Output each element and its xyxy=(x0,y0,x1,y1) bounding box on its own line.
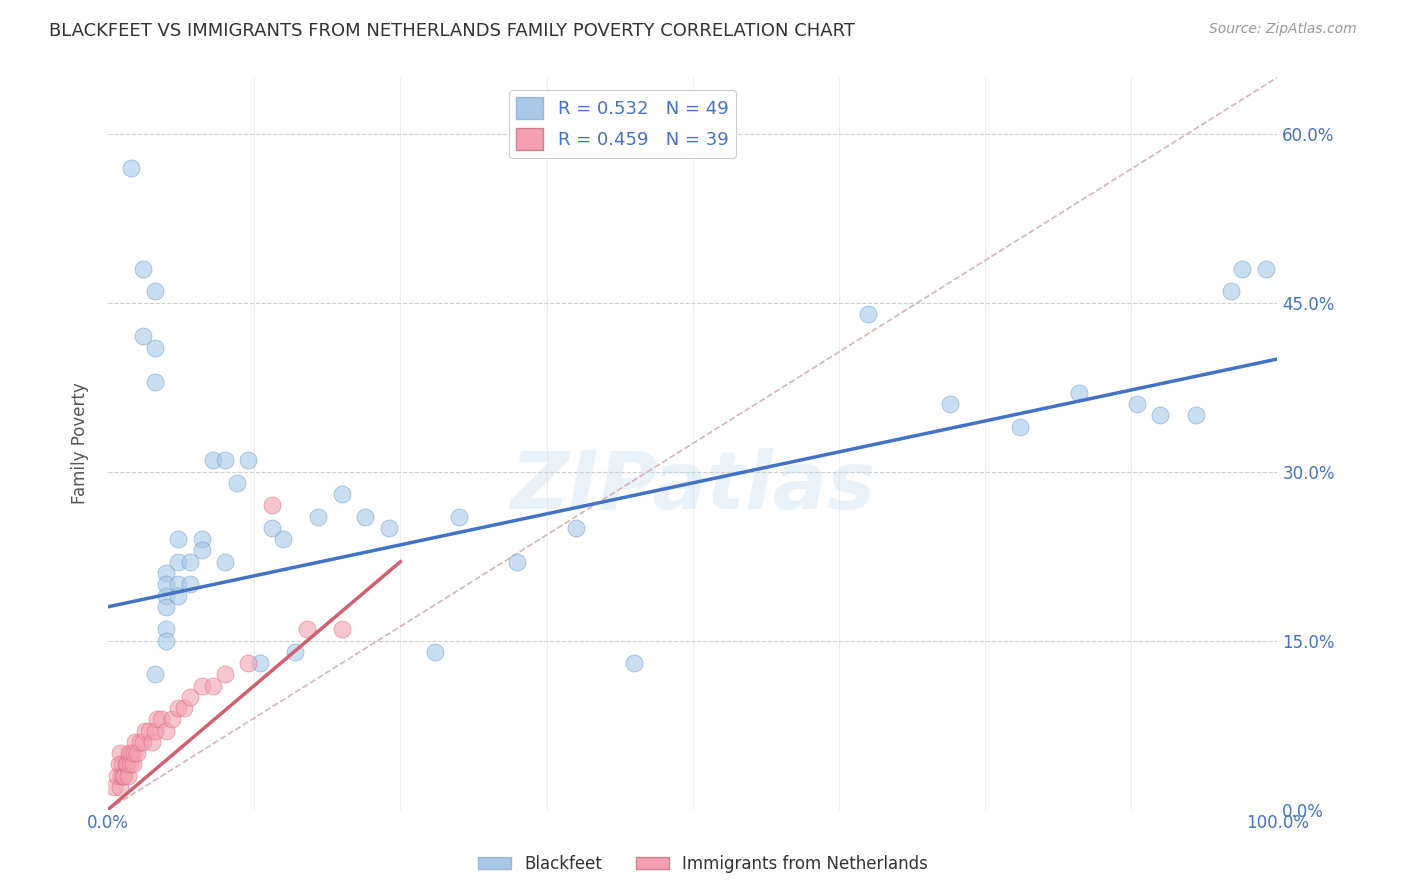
Point xyxy=(167,533,190,547)
Text: BLACKFEET VS IMMIGRANTS FROM NETHERLANDS FAMILY POVERTY CORRELATION CHART: BLACKFEET VS IMMIGRANTS FROM NETHERLANDS… xyxy=(49,22,855,40)
Point xyxy=(155,599,177,614)
Point xyxy=(354,509,377,524)
Point xyxy=(167,555,190,569)
Point xyxy=(110,769,132,783)
Point xyxy=(238,453,260,467)
Point xyxy=(103,780,125,794)
Point xyxy=(120,746,142,760)
Text: ZIPatlas: ZIPatlas xyxy=(510,449,875,526)
Point xyxy=(295,623,318,637)
Point xyxy=(128,735,150,749)
Point xyxy=(143,723,166,738)
Point xyxy=(138,723,160,738)
Point xyxy=(425,645,447,659)
Point xyxy=(1149,409,1171,423)
Point xyxy=(115,757,138,772)
Point xyxy=(155,633,177,648)
Y-axis label: Family Poverty: Family Poverty xyxy=(72,383,89,504)
Point xyxy=(120,161,142,175)
Point xyxy=(155,589,177,603)
Point xyxy=(939,397,962,411)
Point xyxy=(121,757,143,772)
Point xyxy=(120,757,142,772)
Point xyxy=(260,499,283,513)
Legend: Blackfeet, Immigrants from Netherlands: Blackfeet, Immigrants from Netherlands xyxy=(471,848,935,880)
Point xyxy=(214,555,236,569)
Point xyxy=(564,521,586,535)
Point xyxy=(167,577,190,591)
Point xyxy=(225,475,247,490)
Point xyxy=(108,746,131,760)
Point xyxy=(623,656,645,670)
Point xyxy=(1219,285,1241,299)
Point xyxy=(308,509,330,524)
Point xyxy=(179,577,201,591)
Point xyxy=(132,735,155,749)
Point xyxy=(127,746,149,760)
Point xyxy=(214,667,236,681)
Legend: R = 0.532   N = 49, R = 0.459   N = 39: R = 0.532 N = 49, R = 0.459 N = 39 xyxy=(509,90,735,158)
Point xyxy=(447,509,470,524)
Point xyxy=(132,261,155,276)
Point xyxy=(143,375,166,389)
Point xyxy=(238,656,260,670)
Point xyxy=(190,533,212,547)
Point xyxy=(155,723,177,738)
Point xyxy=(167,589,190,603)
Point xyxy=(143,285,166,299)
Point xyxy=(141,735,163,749)
Text: Source: ZipAtlas.com: Source: ZipAtlas.com xyxy=(1209,22,1357,37)
Point xyxy=(122,746,145,760)
Point xyxy=(1067,385,1090,400)
Point xyxy=(202,453,225,467)
Point xyxy=(273,533,295,547)
Point xyxy=(112,769,135,783)
Point xyxy=(330,487,353,501)
Point xyxy=(202,679,225,693)
Point xyxy=(1184,409,1206,423)
Point xyxy=(1232,261,1254,276)
Point xyxy=(249,656,271,670)
Point xyxy=(190,543,212,558)
Point xyxy=(330,623,353,637)
Point xyxy=(134,723,156,738)
Point xyxy=(155,566,177,580)
Point xyxy=(155,577,177,591)
Point xyxy=(1010,419,1032,434)
Point xyxy=(143,341,166,355)
Point xyxy=(108,780,131,794)
Point xyxy=(173,701,195,715)
Point xyxy=(190,679,212,693)
Point xyxy=(118,746,141,760)
Point xyxy=(111,757,134,772)
Point xyxy=(105,769,128,783)
Point xyxy=(1254,261,1277,276)
Point xyxy=(179,690,201,704)
Point xyxy=(162,713,184,727)
Point xyxy=(132,329,155,343)
Point xyxy=(167,701,190,715)
Point xyxy=(179,555,201,569)
Point xyxy=(124,735,146,749)
Point xyxy=(260,521,283,535)
Point xyxy=(1126,397,1149,411)
Point xyxy=(149,713,172,727)
Point xyxy=(284,645,307,659)
Point xyxy=(155,623,177,637)
Point xyxy=(856,307,879,321)
Point xyxy=(506,555,529,569)
Point xyxy=(143,667,166,681)
Point xyxy=(107,757,129,772)
Point xyxy=(214,453,236,467)
Point xyxy=(377,521,399,535)
Point xyxy=(146,713,169,727)
Point xyxy=(117,769,139,783)
Point xyxy=(112,769,135,783)
Point xyxy=(114,757,136,772)
